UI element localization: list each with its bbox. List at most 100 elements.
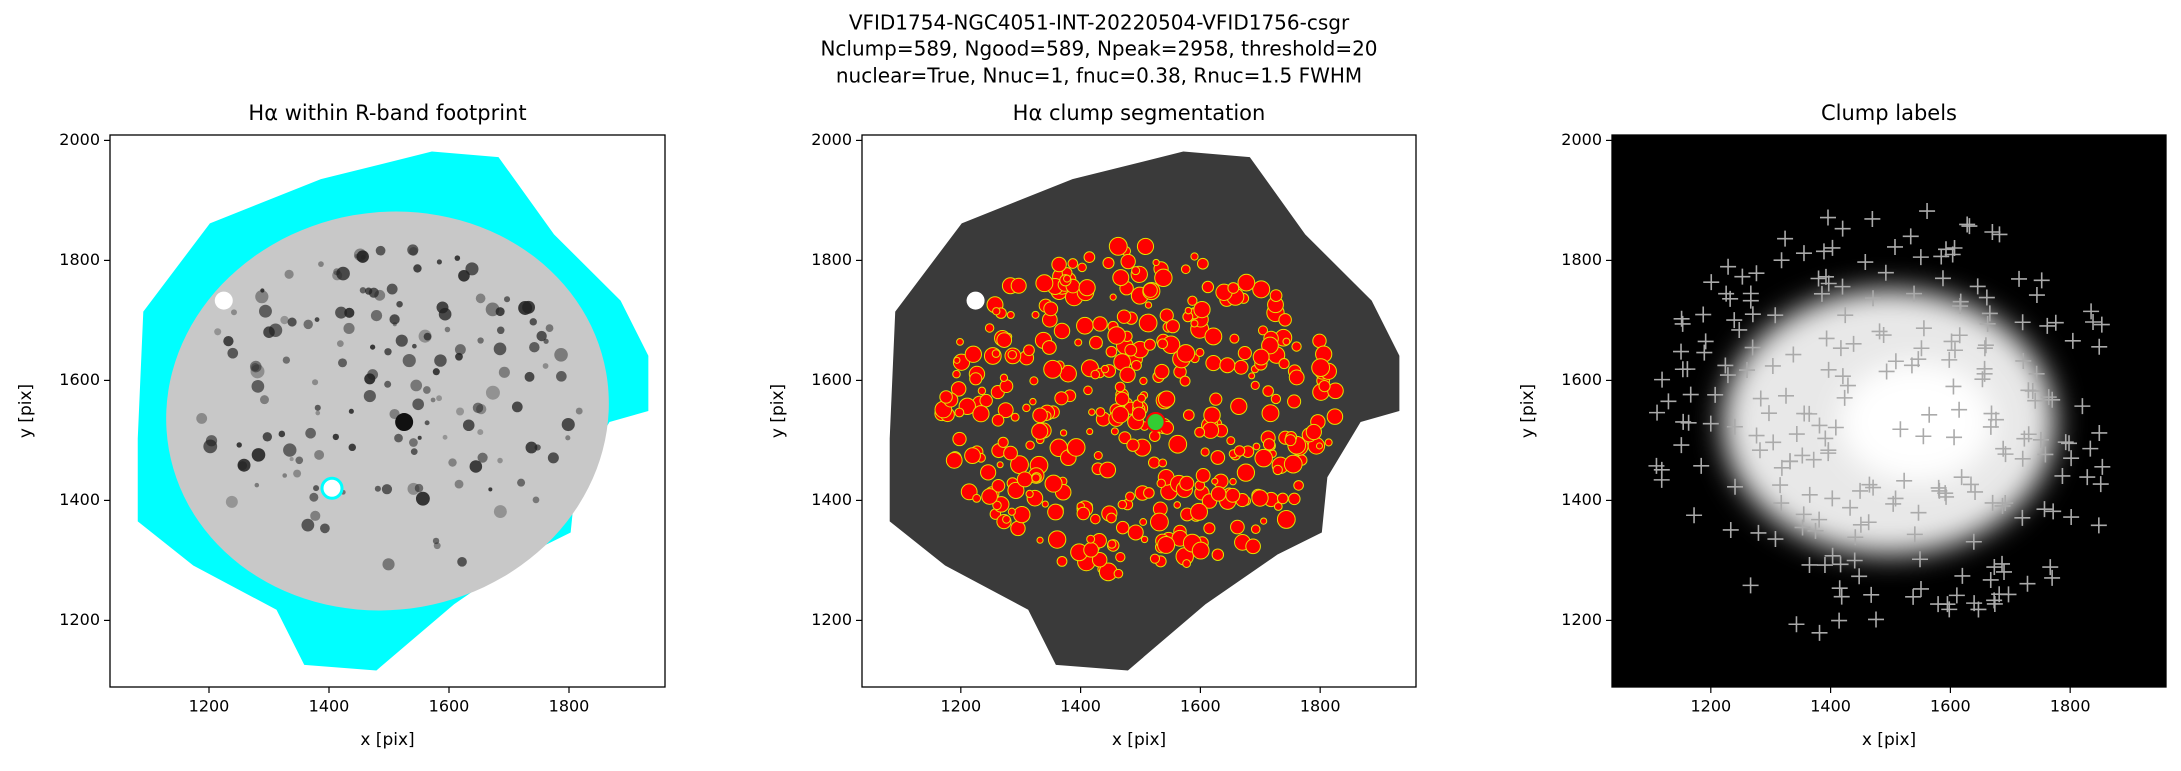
- clump: [1284, 434, 1297, 447]
- clump: [1311, 358, 1331, 377]
- emission-knot: [254, 482, 260, 488]
- clump: [1083, 542, 1099, 558]
- clump: [1044, 474, 1063, 493]
- masked-star: [966, 291, 985, 310]
- clump-marker: [1742, 577, 1759, 594]
- clump: [1201, 280, 1215, 294]
- clump: [1252, 348, 1270, 366]
- emission-knot: [260, 288, 265, 293]
- emission-knot: [293, 469, 302, 478]
- clump-marker: [1951, 401, 1968, 418]
- clump: [1086, 428, 1094, 436]
- clump: [1210, 486, 1227, 502]
- clump-marker: [1943, 333, 1960, 350]
- emission-knot: [414, 483, 424, 493]
- clump-marker: [1864, 210, 1881, 227]
- clump-marker: [1816, 557, 1833, 574]
- clump-marker: [2014, 509, 2031, 526]
- clump: [1168, 434, 1188, 454]
- clump-marker: [1726, 312, 1743, 329]
- clump-marker: [1831, 612, 1848, 629]
- clump: [991, 413, 1005, 427]
- x-tick-label: 1200: [940, 697, 981, 716]
- clump-marker: [2028, 287, 2045, 304]
- clump-marker: [1842, 499, 1859, 516]
- clump-marker: [1846, 552, 1863, 569]
- x-tick-label: 1400: [309, 697, 350, 716]
- emission-knot: [368, 287, 379, 298]
- clump: [1003, 445, 1018, 461]
- clump-marker: [2090, 517, 2107, 534]
- clump-marker: [1934, 270, 1951, 287]
- clump-marker: [1837, 307, 1854, 324]
- y-tick-label: 1400: [811, 490, 852, 509]
- clump-marker: [1767, 531, 1784, 548]
- emission-knot: [312, 379, 319, 386]
- clump: [1032, 407, 1048, 424]
- x-tick-label: 1200: [189, 697, 230, 716]
- clump-marker: [1795, 506, 1812, 523]
- clump: [1288, 369, 1305, 386]
- emission-knot: [282, 473, 288, 478]
- clump: [972, 405, 990, 423]
- clump-marker: [2091, 338, 2108, 355]
- clump: [952, 369, 961, 379]
- clump-marker: [1834, 220, 1851, 237]
- clump-marker: [1824, 490, 1841, 507]
- clump: [1287, 394, 1302, 409]
- clump-marker: [2094, 458, 2111, 475]
- clump: [980, 464, 997, 481]
- clump-marker: [1953, 469, 1970, 486]
- clump-marker: [1986, 559, 2003, 576]
- clump: [1203, 522, 1216, 535]
- clump: [1260, 517, 1268, 525]
- clump-marker: [2085, 314, 2102, 331]
- clump: [1276, 492, 1289, 505]
- clump: [1031, 473, 1041, 483]
- emission-knot: [454, 255, 461, 261]
- emission-knot: [382, 558, 395, 571]
- clump: [1054, 391, 1069, 406]
- clump: [1124, 343, 1138, 357]
- clump-marker: [1996, 563, 2013, 580]
- clump-marker: [2082, 440, 2099, 457]
- clump-marker: [1696, 344, 1713, 361]
- emission-knot: [303, 319, 313, 330]
- clump: [1158, 458, 1168, 468]
- x-tick-label: 1600: [1180, 697, 1221, 716]
- clump: [1035, 274, 1054, 293]
- clump: [1251, 489, 1269, 507]
- clump-marker: [2028, 365, 2045, 382]
- clump: [945, 451, 963, 469]
- clump-marker: [1951, 327, 1968, 344]
- clump: [1227, 282, 1240, 294]
- clump: [1179, 375, 1191, 387]
- emission-knot: [477, 337, 484, 344]
- clump-marker: [1910, 351, 1927, 368]
- emission-knot: [407, 244, 419, 256]
- clump-marker: [1868, 611, 1885, 628]
- clump-marker: [1750, 524, 1767, 541]
- clump: [1006, 311, 1015, 320]
- clump: [1137, 393, 1147, 403]
- panel-title: Hα within R-band footprint: [248, 101, 526, 125]
- emission-knot: [251, 380, 265, 393]
- clump-marker: [1751, 442, 1768, 459]
- clump: [964, 447, 981, 465]
- nucleus: [1145, 412, 1166, 433]
- clump-marker: [1871, 323, 1888, 340]
- y-tick-label: 1400: [1561, 490, 1602, 509]
- clump: [1115, 520, 1130, 535]
- y-tick-label: 2000: [1561, 130, 1602, 149]
- clump: [1283, 454, 1303, 474]
- clump-marker: [1818, 330, 1835, 347]
- clump: [1288, 492, 1301, 506]
- clump: [953, 356, 961, 364]
- clump-marker: [1764, 357, 1781, 374]
- emission-knot: [485, 302, 500, 317]
- clump: [1209, 392, 1223, 406]
- emission-knot: [295, 456, 304, 465]
- emission-knot: [415, 491, 430, 506]
- emission-knot: [335, 306, 348, 319]
- clump: [1193, 300, 1211, 319]
